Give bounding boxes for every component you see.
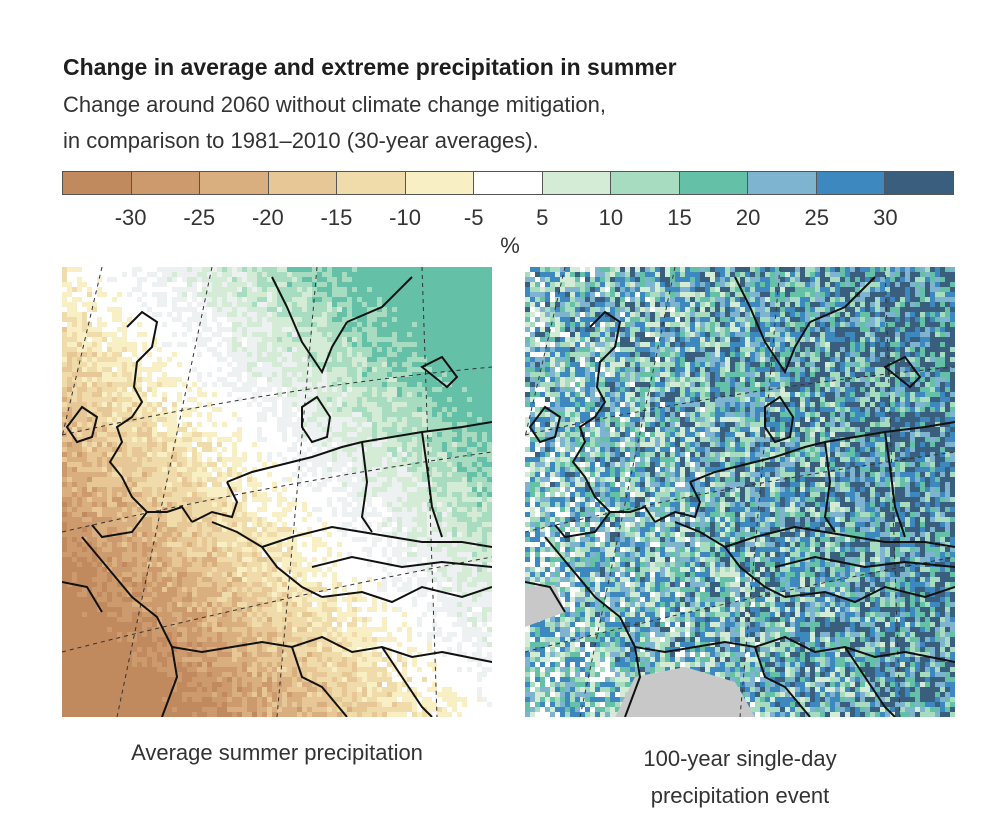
legend-tick-label: -5 <box>463 205 484 230</box>
map-caption-average: Average summer precipitation <box>62 740 492 766</box>
legend-swatch <box>268 172 338 194</box>
legend-tick-label: 5 <box>536 205 549 230</box>
legend-swatch <box>200 172 269 194</box>
precipitation-raster <box>525 267 955 717</box>
legend-tick-label: -30 <box>114 205 147 230</box>
map-caption-extreme: 100-year single-day precipitation event <box>525 740 955 814</box>
legend-swatch <box>542 172 612 194</box>
color-scale-legend <box>62 171 954 195</box>
figure-subtitle-line-2: in comparison to 1981–2010 (30-year aver… <box>63 128 539 153</box>
legend-tick-label: 30 <box>873 205 898 230</box>
legend-tick-label: -20 <box>251 205 284 230</box>
legend-swatch <box>748 172 817 194</box>
legend-swatch <box>474 172 543 194</box>
legend-unit-label: % <box>500 233 520 258</box>
map-100-year-single-day-event <box>525 267 955 717</box>
legend-tick-label: 20 <box>735 205 761 230</box>
legend-swatch <box>131 172 201 194</box>
legend-swatch <box>679 172 749 194</box>
legend-swatch <box>337 172 406 194</box>
caption-text: Average summer precipitation <box>131 740 423 765</box>
legend-swatch <box>885 172 953 194</box>
legend-tick-label: -10 <box>389 205 421 230</box>
map-borders-overlay <box>62 267 492 717</box>
legend-tick-label: 15 <box>667 205 692 230</box>
figure-subtitle-line-1: Change around 2060 without climate chang… <box>63 92 607 117</box>
legend-swatch <box>816 172 886 194</box>
map-borders-overlay <box>525 267 955 717</box>
legend-tick-label: 10 <box>598 205 624 230</box>
legend-swatch <box>611 172 680 194</box>
legend-tick-label: -25 <box>183 205 216 230</box>
legend-swatch <box>63 172 132 194</box>
legend-tick-label: -15 <box>320 205 353 230</box>
map-average-summer-precipitation <box>62 267 492 717</box>
precipitation-raster <box>62 267 492 717</box>
caption-text-line-1: 100-year single-day <box>643 746 837 771</box>
legend-tick-label: 25 <box>804 205 830 230</box>
caption-text-line-2: precipitation event <box>650 783 830 808</box>
legend-swatch <box>405 172 475 194</box>
figure-title: Change in average and extreme precipitat… <box>63 54 677 80</box>
